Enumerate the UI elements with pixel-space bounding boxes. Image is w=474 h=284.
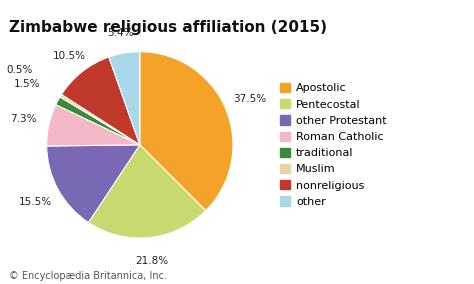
Text: 37.5%: 37.5% (233, 94, 266, 104)
Text: 1.5%: 1.5% (13, 79, 40, 89)
Wedge shape (56, 97, 140, 145)
Text: 15.5%: 15.5% (18, 197, 52, 207)
Legend: Apostolic, Pentecostal, other Protestant, Roman Catholic, traditional, Muslim, n: Apostolic, Pentecostal, other Protestant… (281, 83, 387, 207)
Text: © Encyclopædia Britannica, Inc.: © Encyclopædia Britannica, Inc. (9, 271, 167, 281)
Wedge shape (62, 57, 140, 145)
Text: Zimbabwe religious affiliation (2015): Zimbabwe religious affiliation (2015) (9, 20, 328, 35)
Wedge shape (89, 145, 206, 238)
Wedge shape (46, 145, 140, 223)
Wedge shape (46, 105, 140, 146)
Text: 0.5%: 0.5% (6, 65, 33, 75)
Text: 10.5%: 10.5% (53, 51, 86, 61)
Wedge shape (140, 52, 233, 211)
Text: 5.4%: 5.4% (108, 28, 134, 38)
Text: 7.3%: 7.3% (10, 114, 36, 124)
Wedge shape (109, 52, 140, 145)
Text: 21.8%: 21.8% (135, 256, 168, 266)
Wedge shape (60, 95, 140, 145)
